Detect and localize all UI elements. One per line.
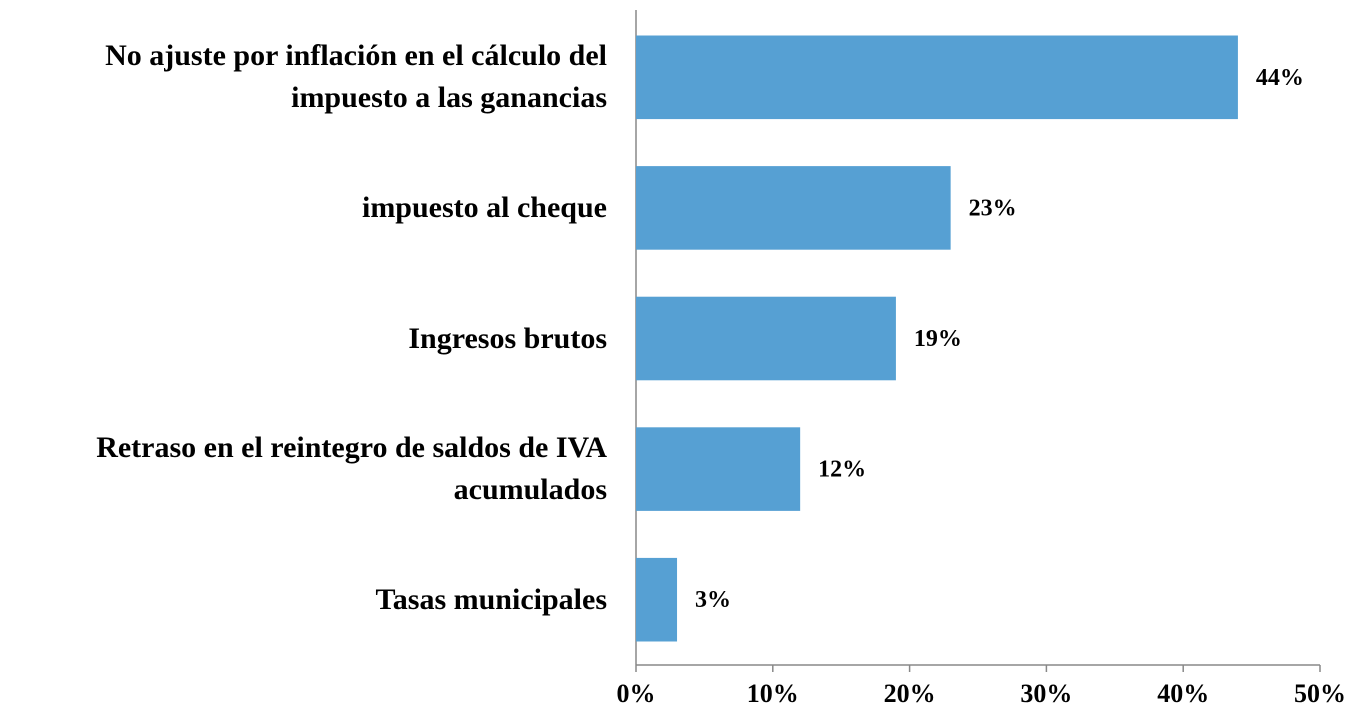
category-label: No ajuste por inflación en el cálculo de…: [105, 39, 607, 115]
bar: [636, 427, 801, 511]
bar: [636, 296, 896, 381]
value-label: 44%: [1256, 65, 1304, 91]
x-tick-label: 50%: [1294, 679, 1346, 708]
bar: [636, 166, 951, 250]
value-label: 19%: [914, 326, 962, 352]
x-tick-label: 40%: [1157, 679, 1209, 708]
x-tick-label: 10%: [747, 679, 799, 708]
value-label: 23%: [969, 195, 1017, 221]
bar: [636, 557, 678, 642]
bar: [636, 35, 1238, 120]
category-label: Tasas municipales: [375, 582, 607, 616]
category-label: impuesto al cheque: [361, 190, 607, 224]
x-tick-label: 30%: [1020, 679, 1072, 708]
category-label: Retraso en el reintegro de saldos de IVA…: [96, 431, 607, 507]
x-tick-label: 0%: [617, 679, 656, 708]
x-tick-label: 20%: [884, 679, 936, 708]
category-label: Ingresos brutos: [408, 321, 607, 355]
value-label: 3%: [695, 587, 731, 613]
value-label: 12%: [818, 457, 866, 483]
